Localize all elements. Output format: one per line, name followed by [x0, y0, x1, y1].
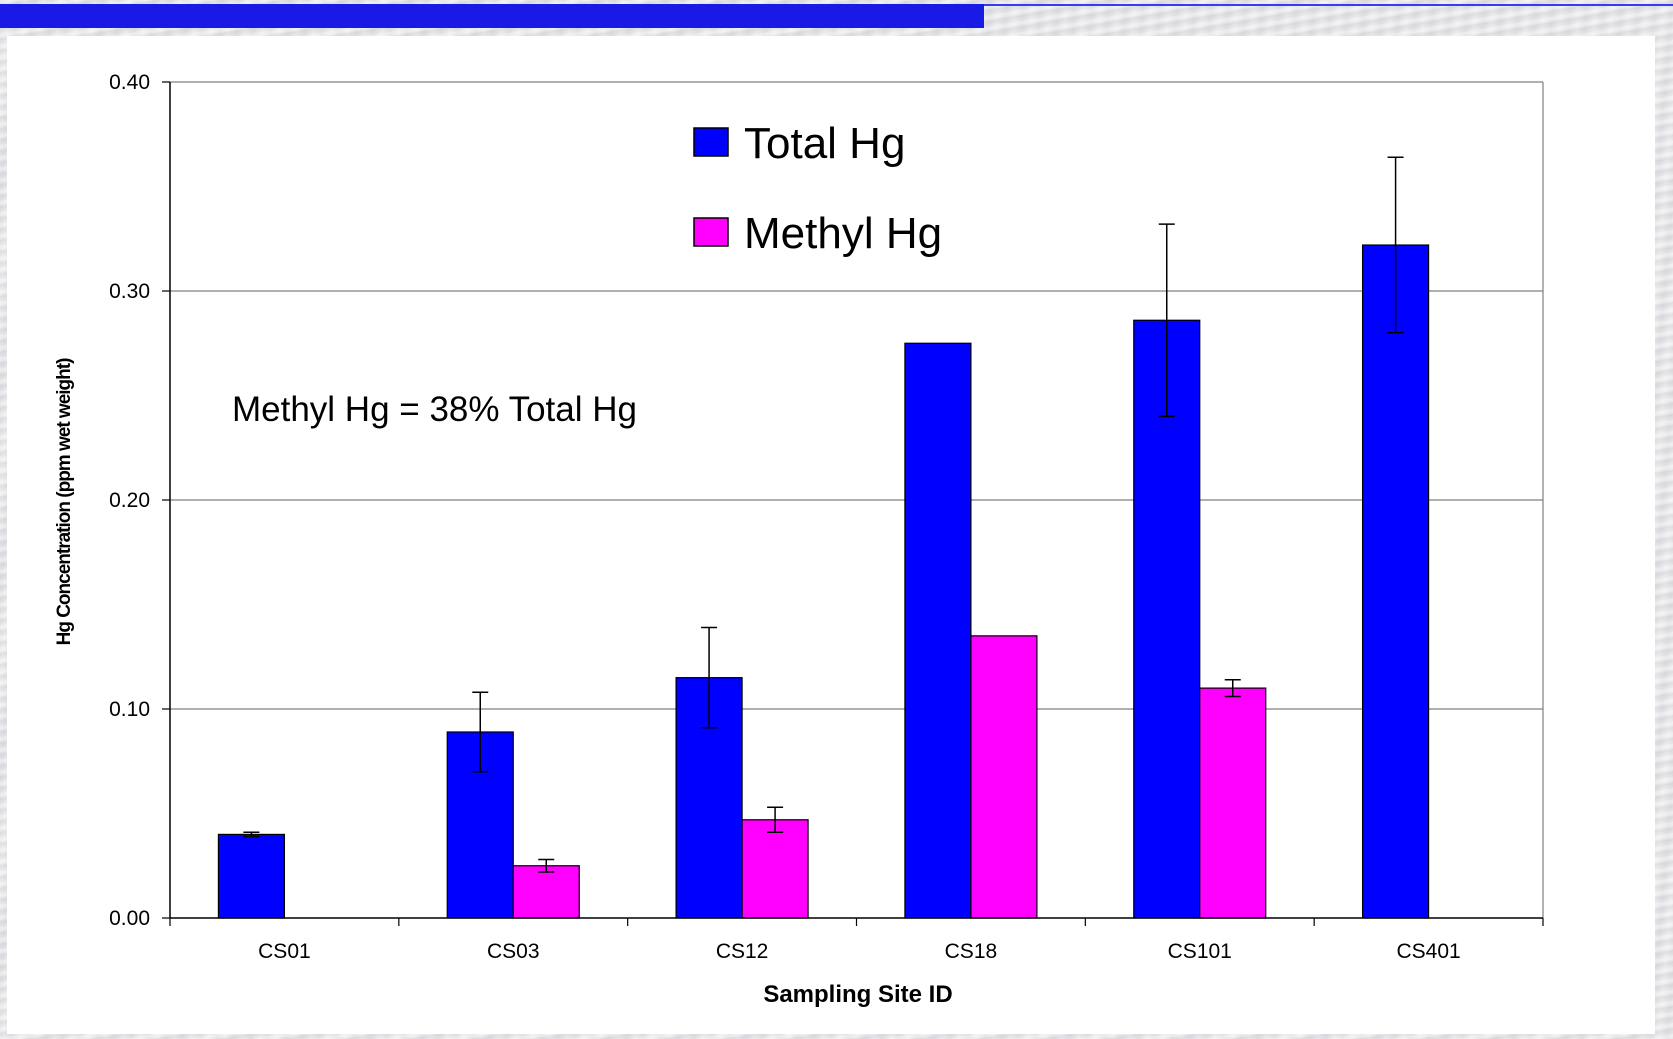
- legend-label-total-hg: Total Hg: [744, 119, 905, 168]
- annotation-text: Methyl Hg = 38% Total Hg: [232, 390, 637, 429]
- gridlines: [170, 81, 1543, 710]
- bars: [217, 244, 1430, 919]
- legend-label-methyl-hg: Methyl Hg: [744, 209, 942, 258]
- bar-total-hg: [217, 833, 286, 919]
- y-tick-label: 0.30: [109, 280, 150, 303]
- title-bar-line: [984, 4, 1673, 6]
- x-axis-title: Sampling Site ID: [763, 981, 952, 1008]
- x-tick-label: CS101: [1168, 940, 1232, 963]
- y-axis-title: Hg Concentration (ppm wet weight): [54, 358, 75, 645]
- bar-total-hg: [1361, 244, 1430, 919]
- legend-swatch-total-hg: [693, 127, 729, 157]
- error-bars: [243, 156, 1404, 873]
- x-tick-label: CS12: [716, 940, 769, 963]
- x-tick-label: CS03: [487, 940, 540, 963]
- y-tick-label: 0.10: [109, 698, 150, 721]
- x-tick-label: CS01: [258, 940, 311, 963]
- legend: Total Hg Methyl Hg: [693, 119, 942, 258]
- y-tick-label: 0.00: [109, 907, 150, 930]
- axes: [162, 81, 1544, 926]
- bar-methyl-hg: [970, 635, 1038, 919]
- y-tick-label: 0.20: [109, 489, 150, 512]
- x-tick-label: CS18: [945, 940, 998, 963]
- title-bar: [0, 4, 984, 28]
- x-tick-label: CS401: [1396, 940, 1460, 963]
- bar-methyl-hg: [512, 865, 580, 919]
- bar-methyl-hg: [741, 819, 809, 919]
- legend-swatch-methyl-hg: [693, 217, 729, 247]
- y-tick-label: 0.40: [109, 71, 150, 94]
- bar-total-hg: [904, 342, 972, 919]
- bar-methyl-hg: [1199, 687, 1267, 919]
- tick-labels: 0.00 0.10 0.20 0.30 0.40 CS01 CS03 CS12 CS18 CS10…: [109, 71, 1461, 963]
